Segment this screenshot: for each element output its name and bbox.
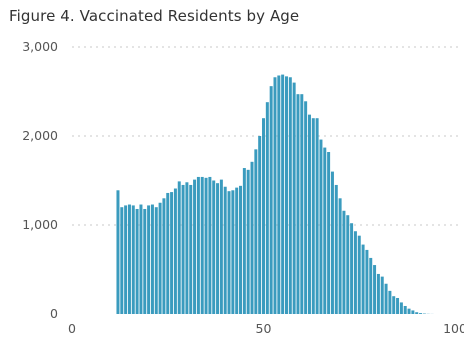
bar (250, 161, 254, 314)
bar (342, 210, 346, 314)
bar (407, 308, 411, 314)
bar (277, 75, 281, 314)
bar (315, 118, 319, 314)
bar (296, 94, 300, 314)
bar (124, 205, 128, 314)
bar (415, 312, 419, 314)
bar (246, 169, 250, 314)
bar (139, 204, 143, 314)
bar (396, 297, 400, 314)
bar (281, 74, 285, 314)
bar (258, 136, 262, 314)
bar (147, 205, 151, 314)
bars (116, 74, 434, 315)
bar (116, 190, 120, 314)
bar (288, 77, 292, 314)
bar (242, 168, 246, 314)
bar (346, 215, 350, 314)
bar (350, 223, 354, 314)
bar (380, 276, 384, 314)
x-tick-label: 50 (256, 321, 272, 336)
bar (181, 184, 185, 314)
bar (231, 190, 235, 314)
x-axis-ticks: 0 50 100 (68, 321, 464, 336)
bar (292, 82, 296, 314)
y-tick-label: 1,000 (22, 217, 58, 232)
bar (307, 114, 311, 314)
gridlines (72, 46, 461, 226)
bar (131, 205, 135, 314)
y-tick-label: 2,000 (22, 128, 58, 143)
bar (219, 179, 223, 314)
bar (170, 192, 174, 314)
x-tick-label: 0 (68, 321, 76, 336)
bar (384, 283, 388, 314)
bar (323, 147, 327, 314)
bar (338, 198, 342, 314)
bar (154, 207, 158, 314)
bar (392, 296, 396, 314)
bar (185, 182, 189, 314)
bar (403, 305, 407, 314)
bar (212, 180, 216, 314)
bar (330, 171, 334, 314)
bar (189, 184, 193, 314)
bar (311, 118, 315, 314)
bar (357, 235, 361, 314)
bar (254, 149, 258, 314)
bar (369, 257, 373, 314)
y-tick-label: 3,000 (22, 39, 58, 54)
bar (319, 139, 323, 314)
bar (399, 302, 403, 314)
bar (265, 102, 269, 315)
bar (361, 244, 365, 314)
y-axis-ticks: 0 1,000 2,000 3,000 (22, 39, 58, 321)
bar (200, 176, 204, 314)
bar (120, 207, 124, 314)
bar (223, 186, 227, 314)
bar (162, 198, 166, 314)
x-tick-label: 100 (443, 321, 464, 336)
bar (388, 290, 392, 314)
bar (227, 191, 231, 314)
bar (166, 192, 170, 314)
bar (262, 118, 265, 314)
bar (216, 183, 220, 314)
bar (239, 185, 243, 314)
bar (193, 179, 197, 314)
bar (419, 313, 423, 314)
bar (177, 181, 181, 314)
bar (158, 202, 162, 314)
bar (273, 77, 277, 314)
bar (127, 204, 131, 314)
bar (208, 176, 212, 314)
bar (173, 188, 177, 314)
bar (300, 94, 304, 314)
y-tick-label: 0 (50, 306, 58, 321)
bar (327, 152, 331, 314)
bar (135, 208, 139, 314)
bar (411, 310, 415, 314)
chart-title: Figure 4. Vaccinated Residents by Age (9, 7, 300, 25)
bar (204, 177, 208, 314)
bar (269, 86, 273, 314)
bar (196, 176, 200, 314)
bar (235, 187, 239, 314)
bar (150, 204, 154, 314)
bar (365, 249, 369, 314)
bar (284, 76, 288, 315)
bar (304, 101, 308, 314)
bar (373, 265, 377, 314)
bar (353, 231, 357, 314)
bar (334, 184, 338, 314)
bar (376, 273, 380, 314)
bar (143, 208, 147, 314)
